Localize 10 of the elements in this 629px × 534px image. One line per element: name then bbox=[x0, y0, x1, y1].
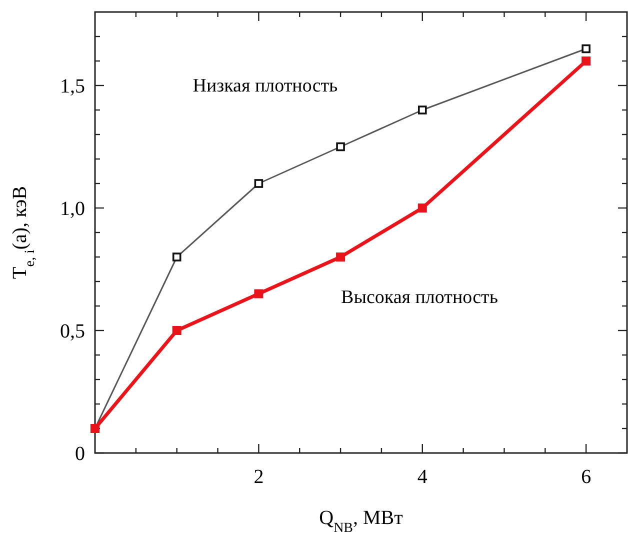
y-tick-label: 1,5 bbox=[60, 76, 85, 98]
text: Низкая плотность bbox=[192, 75, 338, 96]
x-tick-label: 4 bbox=[417, 466, 428, 488]
x-tick-label: 6 bbox=[581, 466, 592, 488]
x-axis-title: Q$_{NB}$, МВт bbox=[319, 507, 404, 534]
y-tick-label: 1,0 bbox=[60, 198, 85, 220]
series-label: Высокая плотность bbox=[341, 287, 498, 308]
y-tick-label: 0 bbox=[75, 443, 85, 465]
x-tick-label: 2 bbox=[254, 466, 264, 488]
y-tick-label: 0,5 bbox=[60, 320, 85, 342]
